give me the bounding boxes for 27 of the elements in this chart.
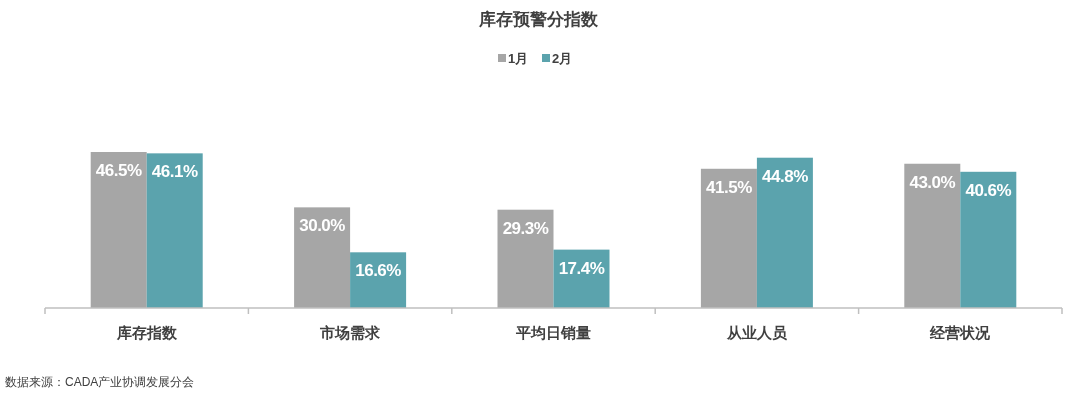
- bar: [497, 209, 554, 308]
- data-label: 17.4%: [558, 258, 605, 278]
- legend-label: 2月: [552, 51, 573, 66]
- annotation: 数据来源：CADA产业协调发展分会: [5, 375, 195, 389]
- data-label: 29.3%: [502, 218, 549, 238]
- data-label: 41.5%: [706, 177, 753, 197]
- bar: [756, 157, 813, 308]
- bar: [146, 153, 203, 308]
- bar: [90, 152, 147, 308]
- title: 库存预警分指数: [478, 10, 598, 29]
- data-label: 46.1%: [151, 162, 198, 182]
- data-label: 16.6%: [355, 261, 402, 281]
- legend-label: 1月: [508, 51, 529, 66]
- bar: [904, 163, 961, 308]
- x-tick-label: 市场需求: [319, 324, 382, 341]
- x-tick-label: 从业人员: [725, 324, 788, 341]
- data-label: 43.0%: [909, 172, 956, 192]
- data-label: 40.6%: [965, 180, 1012, 200]
- bar: [700, 168, 757, 308]
- x-tick-label: 平均日销量: [515, 324, 591, 341]
- data-label: 46.5%: [95, 161, 142, 180]
- bar: [960, 171, 1017, 308]
- x-tick-label: 库存指数: [115, 324, 178, 341]
- x-tick-label: 经营状况: [929, 324, 992, 341]
- bar: [294, 207, 351, 308]
- data-label: 44.8%: [762, 166, 809, 186]
- data-label: 30.0%: [299, 216, 346, 236]
